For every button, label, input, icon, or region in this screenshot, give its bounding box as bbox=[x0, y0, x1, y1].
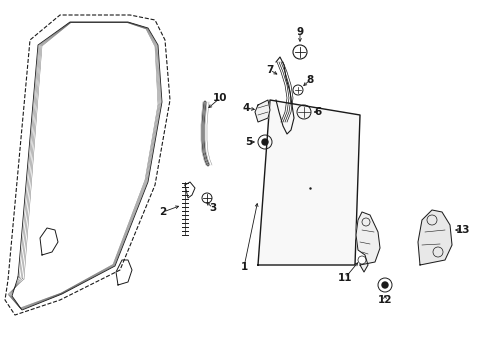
Circle shape bbox=[381, 282, 387, 288]
Text: 9: 9 bbox=[296, 27, 303, 37]
Text: 5: 5 bbox=[245, 137, 252, 147]
Text: 6: 6 bbox=[314, 107, 321, 117]
Text: 8: 8 bbox=[306, 75, 313, 85]
Text: 1: 1 bbox=[240, 262, 247, 272]
Text: 12: 12 bbox=[377, 295, 391, 305]
Polygon shape bbox=[254, 100, 269, 122]
Text: 11: 11 bbox=[337, 273, 351, 283]
Text: 7: 7 bbox=[266, 65, 273, 75]
Polygon shape bbox=[258, 100, 359, 265]
Text: 4: 4 bbox=[242, 103, 249, 113]
Text: 3: 3 bbox=[209, 203, 216, 213]
Text: 13: 13 bbox=[455, 225, 469, 235]
Polygon shape bbox=[355, 212, 379, 272]
Polygon shape bbox=[417, 210, 451, 265]
Circle shape bbox=[262, 139, 267, 145]
Text: 2: 2 bbox=[159, 207, 166, 217]
Text: 10: 10 bbox=[212, 93, 227, 103]
